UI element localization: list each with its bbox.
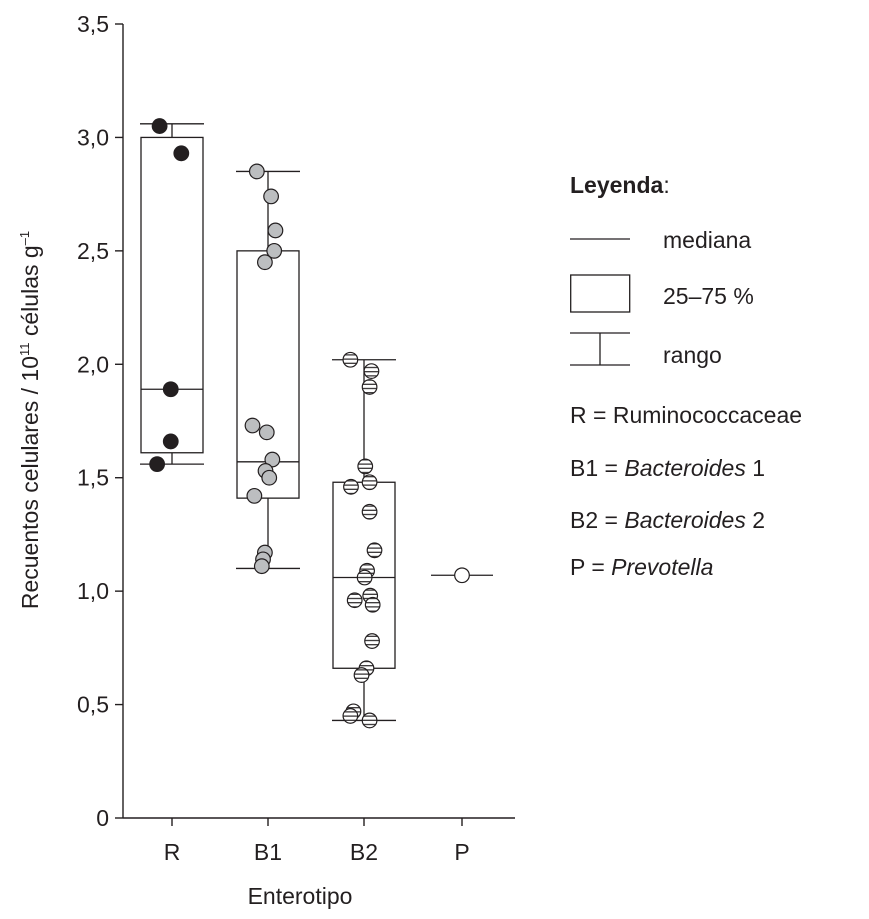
data-point <box>346 592 363 609</box>
data-point <box>342 708 359 724</box>
data-point <box>162 381 179 398</box>
data-point <box>342 351 359 368</box>
axes: 0 0,5 1,0 1,5 2,0 2,5 3,0 3,5 R B1 B2 P <box>77 11 515 865</box>
legend-median-swatch <box>570 238 630 240</box>
y-axis-label-main: Recuentos celulares / 10 <box>17 356 43 609</box>
data-point <box>364 596 381 613</box>
x-axis-label: Enterotipo <box>248 883 353 909</box>
legend-title: Leyenda: <box>570 172 670 198</box>
legend-def-r: R = Ruminococcaceae <box>570 402 803 428</box>
data-point <box>361 503 378 520</box>
data-point <box>267 222 284 239</box>
box-group <box>140 123 493 722</box>
data-point <box>356 569 373 586</box>
data-point <box>248 163 265 180</box>
data-point <box>173 145 190 162</box>
iqr-box <box>140 136 204 454</box>
data-point <box>263 188 280 205</box>
data-point <box>361 474 378 491</box>
data-point <box>363 363 380 379</box>
data-point <box>361 712 378 729</box>
y-axis-label-unit: células g <box>17 245 43 342</box>
legend-box-swatch <box>570 274 631 313</box>
x-tick-label: R <box>164 839 181 865</box>
x-tick-label: B2 <box>350 839 378 865</box>
y-axis-label-unit-exponent: –1 <box>17 231 32 245</box>
data-point <box>264 451 281 468</box>
data-point <box>162 433 179 450</box>
points-group <box>149 118 470 729</box>
y-tick-label: 2,5 <box>77 238 109 264</box>
legend-def-b1: B1 = Bacteroides 1 <box>570 455 766 481</box>
data-point <box>353 667 370 683</box>
data-point <box>246 487 263 504</box>
data-point <box>151 118 168 134</box>
y-tick-label: 3,5 <box>77 11 109 37</box>
legend-box-label: 25–75 % <box>663 283 754 309</box>
data-point <box>343 478 359 495</box>
data-point <box>364 633 380 649</box>
data-point <box>244 417 261 434</box>
data-point <box>257 254 273 271</box>
data-point <box>366 542 383 559</box>
data-point <box>258 424 275 441</box>
y-tick-label: 1,5 <box>77 465 109 491</box>
y-axis-label-exponent: 11 <box>17 342 32 356</box>
y-tick-label: 3,0 <box>77 124 109 150</box>
x-tick-label: B1 <box>254 839 282 865</box>
y-tick-label: 0 <box>96 805 109 831</box>
data-point <box>454 567 470 584</box>
legend-range-swatch <box>570 332 630 366</box>
data-point <box>357 458 374 475</box>
legend-def-b2: B2 = Bacteroides 2 <box>570 507 766 533</box>
labels-group: Enterotipo Recuentos celulares / 1011 cé… <box>17 231 352 909</box>
y-tick-label: 0,5 <box>77 692 109 718</box>
data-point <box>361 379 378 395</box>
legend-median-label: mediana <box>663 227 752 253</box>
data-point <box>149 456 166 473</box>
data-point <box>261 469 278 486</box>
y-tick-label: 1,0 <box>77 578 109 604</box>
data-point <box>253 558 270 575</box>
data-point <box>266 242 283 259</box>
legend-def-p: P = Prevotella <box>570 554 714 580</box>
legend-range-label: rango <box>663 342 722 368</box>
x-tick-label: P <box>454 839 469 865</box>
y-tick-label: 2,0 <box>77 351 109 377</box>
y-axis-label: Recuentos celulares / 1011 células g–1 <box>17 231 43 609</box>
